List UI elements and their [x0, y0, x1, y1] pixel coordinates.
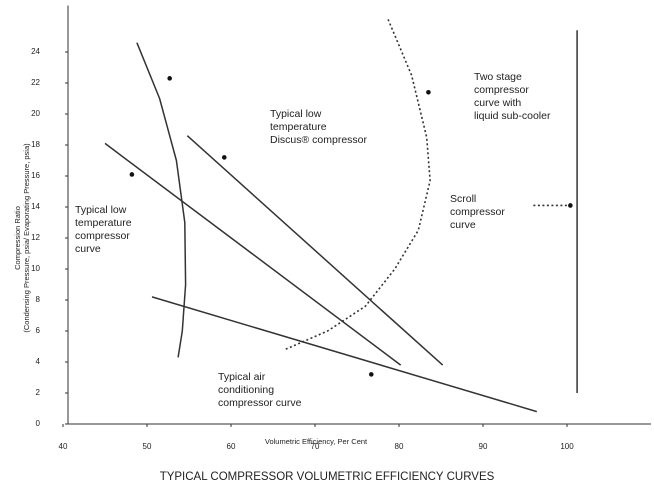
annotation: Discus® compressor [270, 134, 368, 146]
y-tick-label: 18 [31, 140, 40, 149]
marker [568, 203, 573, 208]
y-tick-label: 20 [31, 109, 40, 118]
y-tick-label: 10 [31, 264, 40, 273]
y-axis-label: (Condensing Pressure, psia/ Evaporating … [22, 143, 31, 333]
y-tick-label: 12 [31, 233, 40, 242]
y-tick-label: 22 [31, 78, 40, 87]
curve [186, 135, 444, 366]
x-tick-label: 40 [59, 442, 68, 451]
x-tick-label: 100 [560, 442, 574, 451]
curve [151, 296, 538, 413]
y-tick-label: 2 [36, 388, 41, 397]
marker [368, 372, 374, 377]
annotation: Scroll [450, 193, 476, 205]
y-tick-label: 0 [36, 419, 41, 428]
annotation: liquid sub-cooler [474, 110, 551, 122]
marker [426, 90, 431, 95]
y-tick-label: 6 [36, 326, 41, 335]
annotation: temperature [270, 121, 327, 133]
annotation: curve with [474, 97, 521, 109]
x-axis-label: Volumetric Efficiency, Per Cent [265, 437, 368, 446]
x-tick-label: 50 [143, 442, 152, 451]
y-tick-label: 24 [31, 47, 40, 56]
x-tick-label: 70 [311, 442, 320, 451]
annotation: curve [75, 243, 101, 255]
annotation: Typical low [270, 108, 322, 120]
annotation: compressor [474, 84, 529, 96]
annotation: compressor [75, 230, 130, 242]
y-tick-label: 4 [36, 357, 41, 366]
curve [284, 19, 431, 351]
marker [221, 155, 227, 160]
y-tick-label: 8 [36, 295, 41, 304]
annotation: curve [450, 219, 476, 231]
chart-title: TYPICAL COMPRESSOR VOLUMETRIC EFFICIENCY… [160, 471, 495, 483]
annotation: Typical air [218, 371, 266, 383]
marker [167, 76, 172, 81]
x-tick-label: 80 [395, 442, 404, 451]
curve [136, 42, 187, 358]
annotation: temperature [75, 217, 132, 229]
y-axis-label: Compression Ratio [13, 206, 22, 270]
annotation: compressor [450, 206, 505, 218]
annotation: Typical low [75, 204, 127, 216]
marker [129, 172, 135, 177]
y-tick-label: 14 [31, 202, 40, 211]
x-tick-label: 90 [479, 442, 488, 451]
curve [104, 142, 402, 366]
y-tick-label: 16 [31, 171, 40, 180]
x-tick-label: 60 [227, 442, 236, 451]
annotation: Two stage [474, 71, 522, 83]
annotation: compressor curve [218, 397, 302, 409]
annotation: conditioning [218, 384, 274, 396]
